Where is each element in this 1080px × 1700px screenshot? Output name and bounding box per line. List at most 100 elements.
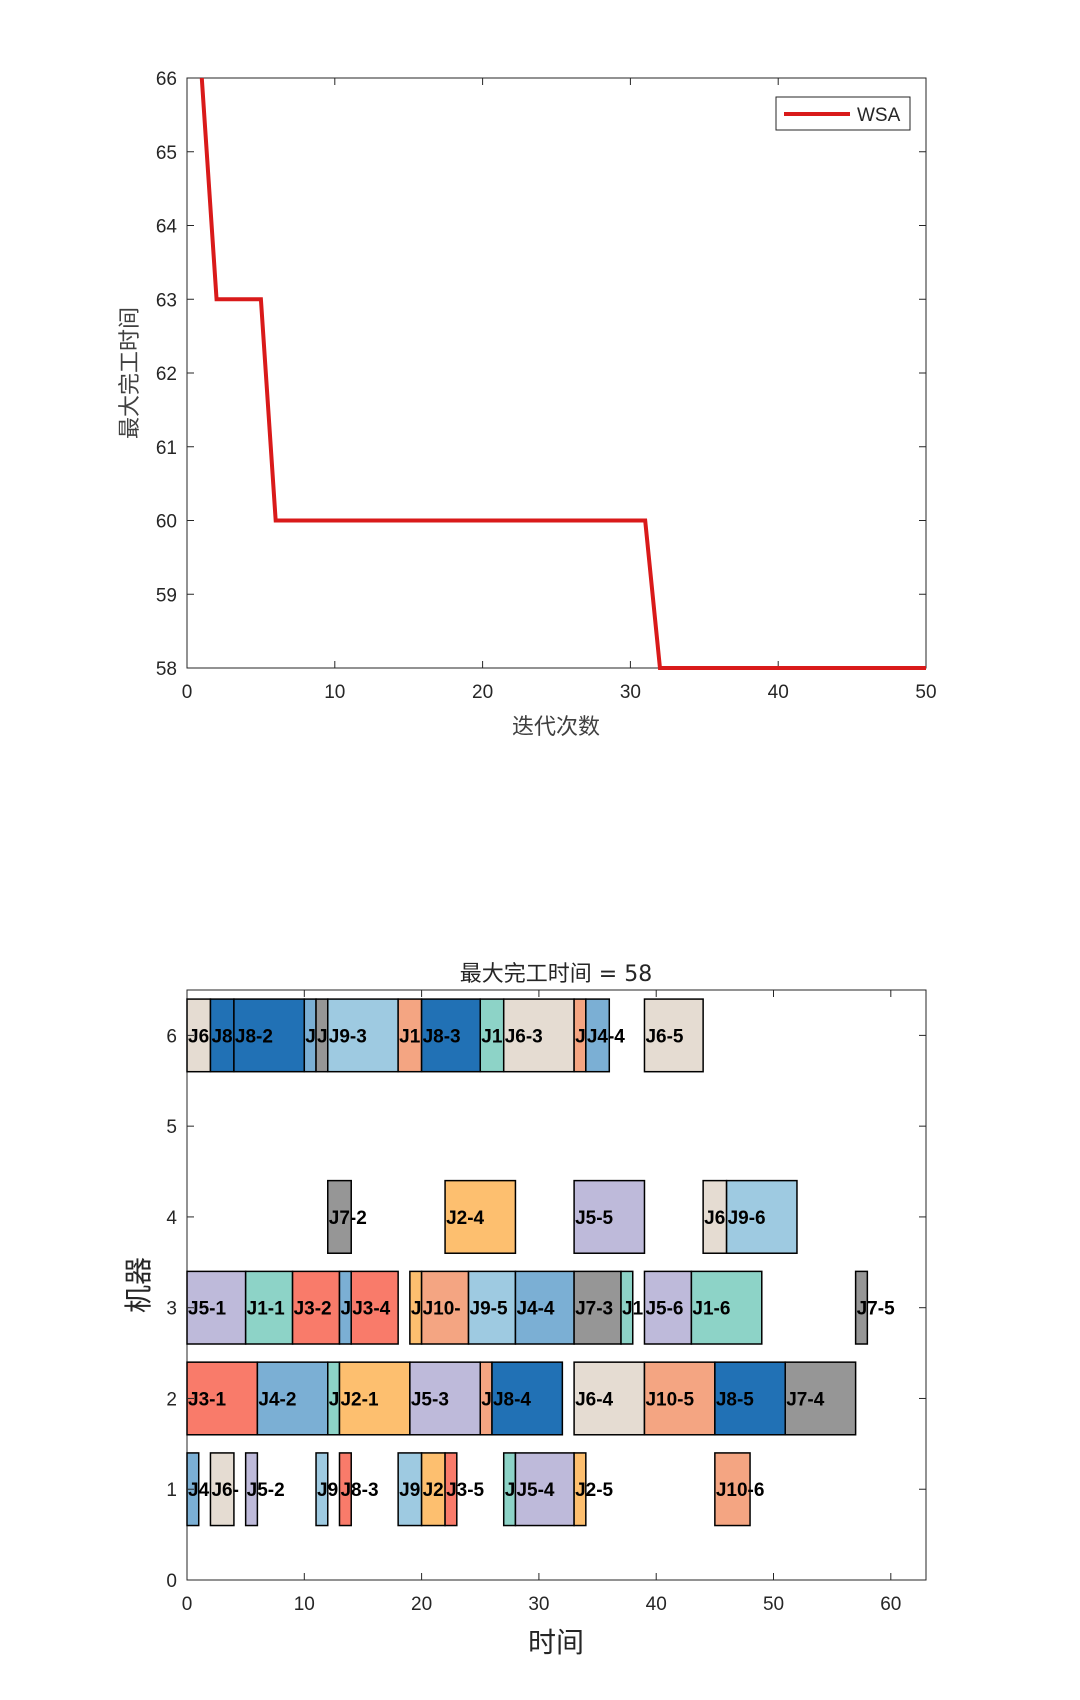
axis-ticks: 0 10 20 30 40 50 58 59 60 61 62 63 64 65 66: [156, 69, 937, 703]
gantt-bar-label: J5-2: [247, 1480, 285, 1501]
gantt-bar-label: J: [575, 1026, 586, 1047]
series-line-wsa: [199, 77, 926, 670]
gantt-task: J9: [397, 1452, 423, 1527]
x-axis-label: 时间: [528, 1626, 584, 1659]
gantt-bar-label: J10-5: [645, 1389, 694, 1410]
gantt-bar: [620, 1270, 634, 1345]
gantt-task: J10-5: [643, 1361, 716, 1436]
gantt-bar-label: J3-5: [446, 1480, 484, 1501]
gantt-bar-label: J2-4: [446, 1208, 484, 1229]
y-tick-label: 65: [156, 143, 177, 164]
gantt-task: J4-4: [514, 1270, 575, 1345]
gantt-task: J1: [479, 998, 505, 1073]
axis-ticks: 0 10 20 30 40 50 60 0 1 2 3 4 5 6: [166, 990, 926, 1615]
legend: WSA: [775, 96, 911, 131]
gantt-task: J3-5: [444, 1452, 485, 1527]
gantt-bar: [643, 998, 704, 1073]
gantt-chart: 最大完工时间 = 58 J6 J8 J8-2 J J J9-3 J1 J8-3 J1 J6-3 J J…: [122, 962, 927, 1659]
y-tick-label: 3: [166, 1299, 177, 1320]
gantt-bar: [514, 1452, 575, 1527]
gantt-task: J6-4: [573, 1361, 646, 1436]
gantt-task: J10-: [420, 1270, 470, 1345]
y-tick-label: 60: [156, 512, 177, 533]
gantt-task: J7-4: [784, 1361, 857, 1436]
gantt-task: J7-3: [573, 1270, 622, 1345]
y-tick-label: 1: [166, 1480, 177, 1501]
gantt-bar: [315, 1452, 329, 1527]
gantt-bar-label: J9-3: [329, 1026, 367, 1047]
gantt-bar: [327, 998, 399, 1073]
y-tick-label: 2: [166, 1389, 177, 1410]
gantt-bar-label: J9: [399, 1480, 420, 1501]
x-tick-label: 0: [182, 1594, 193, 1615]
gantt-bar-label: J: [317, 1026, 328, 1047]
gantt-task: J6-3: [502, 998, 575, 1073]
y-tick-label: 66: [156, 69, 177, 90]
gantt-task: J2: [420, 1452, 446, 1527]
gantt-bar-label: J7-2: [329, 1208, 367, 1229]
gantt-bar: [420, 1270, 470, 1345]
gantt-task: J7-5: [854, 1270, 895, 1345]
gantt-bar: [491, 1361, 564, 1436]
y-tick-label: 58: [156, 659, 177, 680]
gantt-bar-label: J6: [704, 1208, 725, 1229]
gantt-task: J9-6: [725, 1179, 798, 1254]
x-tick-label: 40: [646, 1594, 667, 1615]
x-tick-label: 50: [763, 1594, 784, 1615]
gantt-bar-label: J3-2: [294, 1299, 332, 1320]
gantt-bar-label: J8-2: [235, 1026, 273, 1047]
gantt-bar: [244, 1452, 259, 1527]
gantt-task: J: [303, 998, 317, 1073]
gantt-task: J5-6: [643, 1270, 693, 1345]
gantt-bar: [209, 1452, 235, 1527]
gantt-bar-label: J7-5: [857, 1299, 895, 1320]
gantt-bar-label: J5-6: [645, 1299, 683, 1320]
gantt-bar: [327, 1179, 352, 1254]
y-tick-label: 0: [166, 1571, 177, 1592]
x-tick-label: 40: [768, 682, 789, 703]
gantt-task: J8: [209, 998, 235, 1073]
convergence-chart: 0 10 20 30 40 50 58 59 60 61 62 63 64 65 66 迭代次数 最大完工时…: [118, 69, 937, 740]
y-tick-label: 62: [156, 364, 177, 385]
gantt-bar-label: J4-4: [516, 1299, 554, 1320]
gantt-bar: [714, 1452, 751, 1527]
gantt-task: J8-3: [338, 1452, 379, 1527]
gantt-bar: [514, 1270, 575, 1345]
gantt-bar-label: J1-6: [692, 1299, 730, 1320]
gantt-bar-label: J2: [423, 1480, 444, 1501]
gantt-bar-label: J: [411, 1299, 422, 1320]
gantt-task: J: [409, 1270, 423, 1345]
y-tick-label: 59: [156, 585, 177, 606]
gantt-bar: [573, 1452, 587, 1527]
gantt-task: J5-3: [409, 1361, 482, 1436]
gantt-bar: [291, 1270, 341, 1345]
y-axis-label: 机器: [122, 1257, 155, 1313]
gantt-task: J2-4: [444, 1179, 517, 1254]
gantt-bar: [784, 1361, 857, 1436]
gantt-bar-label: J6-3: [505, 1026, 543, 1047]
gantt-bar: [338, 1452, 352, 1527]
gantt-task: J6-: [209, 1452, 239, 1527]
gantt-task: J8-4: [491, 1361, 564, 1436]
gantt-task: J5-4: [514, 1452, 575, 1527]
gantt-task: J8-2: [233, 998, 306, 1073]
gantt-bar-label: J5-3: [411, 1389, 449, 1410]
gantt-bar: [256, 1361, 329, 1436]
gantt-task: J: [479, 1361, 493, 1436]
gantt-bar: [350, 1270, 399, 1345]
gantt-bar-label: J3-4: [352, 1299, 390, 1320]
gantt-bar-label: J: [481, 1389, 492, 1410]
gantt-bar: [714, 1361, 786, 1436]
gantt-bar-label: J9-6: [728, 1208, 766, 1229]
gantt-task: J4-2: [256, 1361, 329, 1436]
gantt-task: J4-4: [585, 998, 625, 1073]
gantt-task: J: [573, 998, 587, 1073]
gantt-bar-label: J1-1: [247, 1299, 285, 1320]
x-tick-label: 30: [620, 682, 641, 703]
x-tick-label: 30: [528, 1594, 549, 1615]
gantt-task: J: [502, 1452, 517, 1527]
gantt-bar-label: J8-4: [493, 1389, 531, 1410]
gantt-task: J3-1: [186, 1361, 259, 1436]
gantt-task: J6: [702, 1179, 728, 1254]
